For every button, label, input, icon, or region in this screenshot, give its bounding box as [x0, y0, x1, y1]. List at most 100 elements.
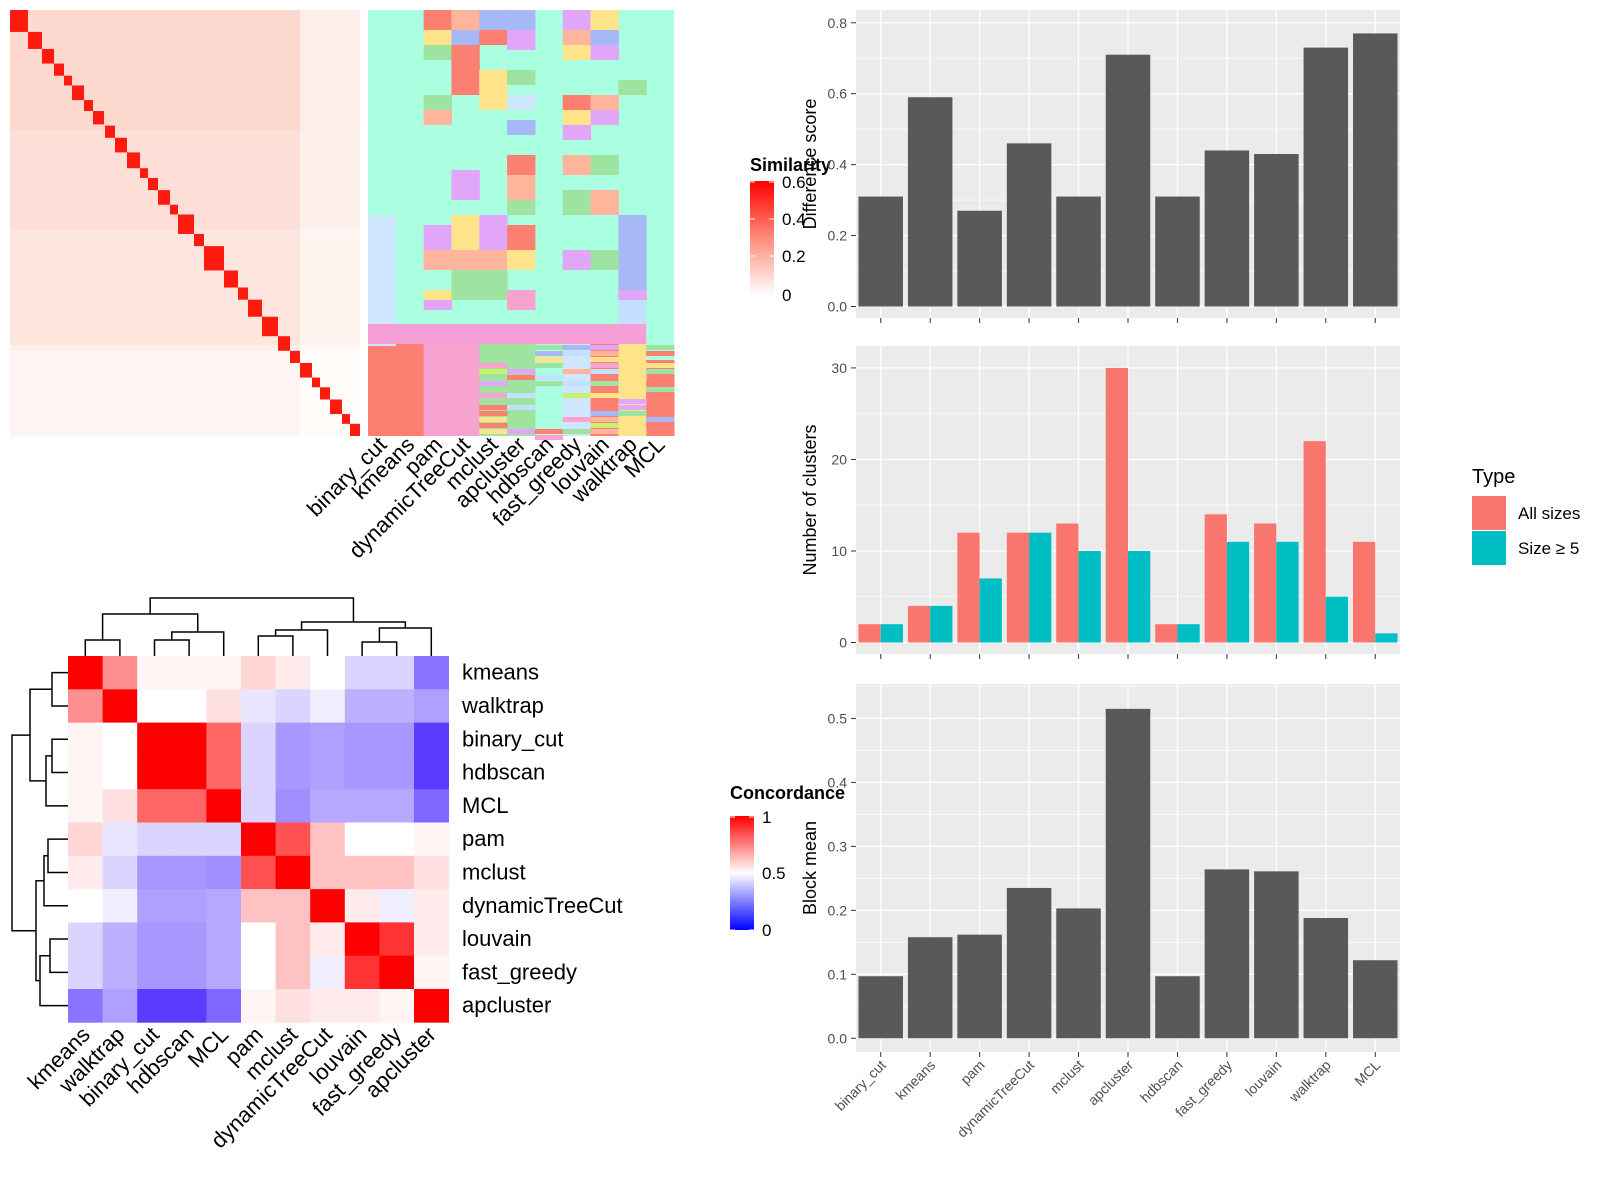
membership-cell — [618, 417, 647, 422]
membership-cell — [479, 429, 508, 434]
concordance-cell — [68, 855, 103, 890]
concordance-cell — [241, 922, 276, 957]
concordance-cell — [275, 989, 311, 1023]
membership-cell — [590, 45, 619, 60]
similarity-block — [224, 270, 238, 288]
membership-cell — [562, 95, 592, 110]
concordance-cell — [137, 989, 173, 1023]
similarity-block — [320, 387, 330, 400]
bar-all-sizes — [1155, 624, 1178, 643]
bar — [957, 210, 1002, 307]
concordance-cell — [171, 722, 207, 757]
membership-cell — [646, 387, 675, 392]
membership-cell — [618, 405, 647, 410]
membership-cell — [507, 30, 536, 50]
concordance-cell — [379, 955, 415, 990]
membership-cell — [507, 10, 536, 30]
y-tick-label: 0.5 — [828, 710, 848, 726]
concordance-cell — [414, 955, 449, 990]
y-axis-label: Difference score — [800, 99, 820, 230]
membership-cell — [479, 423, 508, 428]
concordance-cell — [241, 855, 276, 890]
similarity-block — [262, 316, 278, 337]
y-tick-label: 0.6 — [828, 86, 848, 102]
concordance-cell — [344, 922, 380, 957]
bar-all-sizes — [907, 605, 931, 643]
membership-cell — [451, 340, 480, 436]
membership-cell — [534, 375, 564, 380]
membership-cell — [534, 357, 564, 362]
concordance-cell — [137, 755, 173, 790]
y-axis-label: Number of clusters — [800, 424, 820, 575]
membership-cell — [507, 369, 536, 374]
membership-cell — [534, 363, 564, 368]
x-tick-label: apcluster — [1085, 1057, 1137, 1109]
concordance-cell — [171, 789, 207, 823]
concordance-cell — [137, 889, 173, 923]
x-tick-label: louvain — [1242, 1057, 1285, 1100]
bar — [1353, 960, 1398, 1039]
membership-cell — [479, 70, 508, 90]
membership-cell — [590, 250, 619, 270]
bar — [1056, 908, 1101, 1039]
similarity-block — [170, 204, 178, 215]
similarity-block — [278, 336, 290, 351]
bar — [1254, 871, 1299, 1039]
membership-cell — [562, 429, 592, 434]
membership-cell — [451, 10, 480, 30]
membership-cell — [590, 95, 619, 110]
membership-cell — [646, 417, 675, 422]
membership-cell — [590, 381, 619, 386]
bar — [858, 976, 903, 1039]
similarity-block — [158, 190, 170, 205]
bar-all-sizes — [1204, 514, 1227, 643]
bar-all-sizes — [1105, 367, 1128, 643]
membership-cell — [562, 345, 592, 350]
concordance-cell — [68, 656, 103, 690]
membership-cell — [562, 125, 592, 140]
bar — [1303, 47, 1349, 307]
concordance-cell — [344, 855, 380, 890]
bar — [1353, 33, 1398, 307]
legend-key-size-ge-5 — [1472, 531, 1506, 565]
membership-cell — [423, 110, 452, 125]
bar — [1006, 887, 1052, 1039]
y-tick-label: 0.0 — [828, 1030, 848, 1046]
membership-cell — [423, 290, 452, 300]
similarity-block — [148, 177, 158, 191]
x-tick-label: binary_cut — [832, 1057, 889, 1114]
membership-cell — [451, 250, 480, 270]
concordance-cell — [310, 955, 346, 990]
similarity-legend-tick: 0 — [782, 286, 791, 305]
concordance-cell — [206, 789, 242, 823]
bar-size-ge-5 — [1029, 532, 1052, 643]
similarity-block — [194, 233, 204, 247]
membership-cell — [646, 351, 675, 356]
bar-all-sizes — [957, 532, 980, 643]
concordance-legend-tick: 0 — [762, 921, 771, 940]
concordance-cell — [102, 855, 138, 890]
membership-cell — [646, 369, 675, 374]
membership-cell — [507, 70, 536, 85]
concordance-cell — [102, 722, 138, 757]
membership-cell — [562, 250, 592, 270]
block-mean-chart: 0.0 0.1 0.2 0.3 0.4 0.5 Block mean — [800, 684, 1400, 1057]
y-tick-label: 0.1 — [828, 966, 848, 982]
membership-cell — [507, 375, 536, 380]
membership-cell — [507, 95, 536, 110]
y-tick-label: 0.8 — [828, 15, 848, 31]
concordance-cell — [414, 755, 449, 790]
concordance-legend: Concordance 0 0.5 1 — [730, 783, 845, 940]
legend-label-size-ge-5: Size ≥ 5 — [1518, 539, 1579, 558]
concordance-legend-title: Concordance — [730, 783, 845, 803]
bar — [858, 196, 903, 307]
membership-cell — [618, 411, 647, 416]
number-of-clusters-chart: 0 10 20 30 Number of clusters — [800, 346, 1400, 659]
bar-all-sizes — [1254, 523, 1277, 643]
membership-cell — [618, 375, 647, 380]
y-tick-label: 0.4 — [828, 774, 848, 790]
membership-cell — [562, 351, 592, 356]
x-tick-label: kmeans — [892, 1057, 938, 1103]
